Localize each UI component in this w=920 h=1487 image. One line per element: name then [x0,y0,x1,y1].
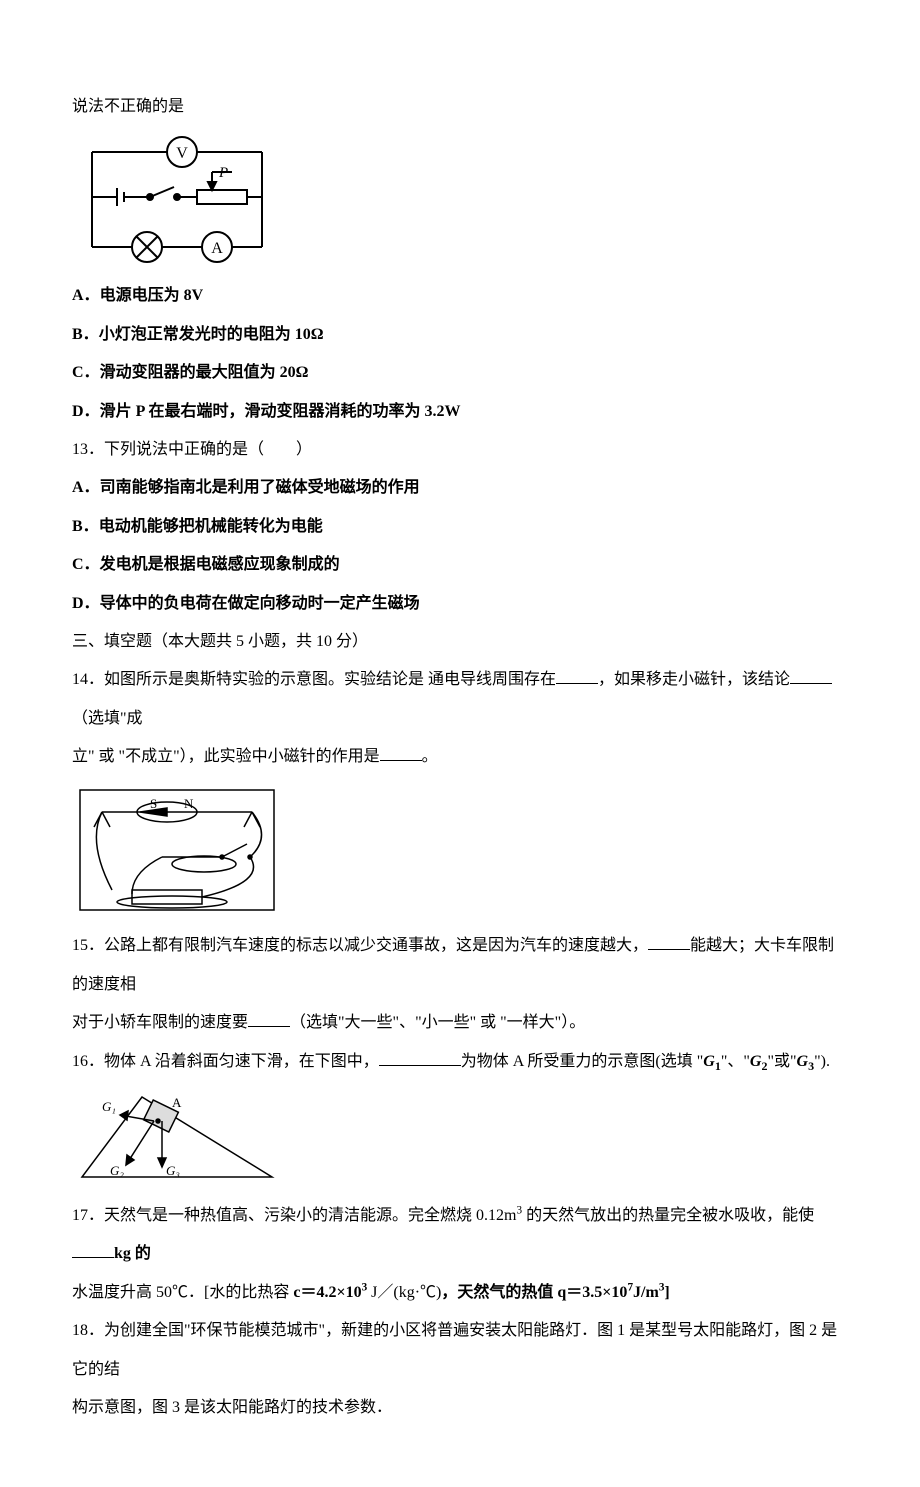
q16-mid2: "或" [767,1053,796,1070]
q13-stem: 13．下列说法中正确的是（ ） [72,431,848,469]
q13-option-b: B．电动机能够把机械能转化为电能 [72,508,848,546]
q16-g3: G [797,1053,809,1070]
intro-text: 说法不正确的是 [72,88,848,126]
oersted-s-label: S [150,796,157,811]
q13-d-prefix: D． [72,595,100,612]
q17-unit-q: J/m [633,1284,659,1301]
q18-part1: 为创建全国"环保节能模范城市"，新建的小区将普遍安装太阳能路灯．图 1 是某型号… [72,1322,837,1377]
q16-g1: G [703,1053,715,1070]
q14-blank2[interactable] [790,667,832,684]
q13-d-text: 导体中的负电荷在做定向移动时一定产生磁场 [100,595,420,612]
q14-part5: 。 [422,748,438,765]
q17-q-expr: q＝3.5×10 [557,1284,627,1301]
q13-c-text: 发电机是根据电磁感应现象制成的 [100,556,340,573]
q17-text: 17．天然气是一种热值高、污染小的清洁能源。完全燃烧 0.12m3 的天然气放出… [72,1197,848,1274]
q15-text: 15．公路上都有限制汽车速度的标志以减少交通事故，这是因为汽车的速度越大，能越大… [72,927,848,1004]
q13-option-c: C．发电机是根据电磁感应现象制成的 [72,546,848,584]
q16-mid1: "、" [721,1053,750,1070]
q17-part4: ，天然气的热值 [441,1284,557,1301]
q13-b-prefix: B． [72,518,99,535]
q13-option-a: A．司南能够指南北是利用了磁体受地磁场的作用 [72,469,848,507]
incline-diagram: G₁ G₂ G₃ A [72,1087,848,1187]
q12-c-text: 滑动变阻器的最大阻值为 20Ω [100,364,309,381]
q12-option-b: B．小灯泡正常发光时的电阻为 10Ω [72,316,848,354]
q16-g2: G [750,1053,762,1070]
q17-unit-c: J／(kg·℃) [367,1284,441,1301]
q12-b-text: 小灯泡正常发光时的电阻为 10Ω [99,326,324,343]
q12-c-prefix: C． [72,364,100,381]
q17-c-expr: c＝4.2×10 [293,1284,361,1301]
q14-text-cont: 立" 或 "不成立"），此实验中小磁针的作用是 。 [72,738,848,776]
q15-part1: 公路上都有限制汽车速度的标志以减少交通事故，这是因为汽车的速度越大， [104,937,648,954]
q12-option-a: A．电源电压为 8V [72,277,848,315]
q13-a-text: 司南能够指南北是利用了磁体受地磁场的作用 [100,479,420,496]
q16-prefix: 16． [72,1053,104,1070]
q15-blank1[interactable] [648,933,690,950]
q12-d-text: 滑片 P 在最右端时，滑动变阻器消耗的功率为 3.2W [100,403,461,420]
incline-g3-label: G₃ [166,1163,180,1178]
q16-text: 16．物体 A 沿着斜面匀速下滑，在下图中， 为物体 A 所受重力的示意图(选填 … [72,1043,848,1081]
q16-part2: 为物体 A 所受重力的示意图(选填 " [461,1053,704,1070]
q12-b-prefix: B． [72,326,99,343]
oersted-n-label: N [184,796,194,811]
q17-text-cont: 水温度升高 50℃．[水的比热容 c＝4.2×103 J／(kg·℃)，天然气的… [72,1274,848,1312]
circuit-a-label: A [211,240,223,257]
q16-end: "). [814,1053,830,1070]
q13-b-text: 电动机能够把机械能转化为电能 [99,518,323,535]
q17-part3: 水温度升高 50℃．[水的比热容 [72,1284,293,1301]
oersted-diagram: S N [72,782,848,917]
q14-blank1[interactable] [556,667,598,684]
q14-blank3[interactable] [380,744,422,761]
q17-blank[interactable] [72,1241,114,1258]
incline-a-label: A [172,1095,182,1110]
incline-g1-label: G₁ [102,1099,116,1114]
q18-prefix: 18． [72,1322,104,1339]
q13-a-prefix: A． [72,479,100,496]
circuit-diagram: V A P [72,132,848,267]
q15-text-cont: 对于小轿车限制的速度要 （选填"大一些"、"小一些" 或 "一样大"）。 [72,1004,848,1042]
q15-part3: 对于小轿车限制的速度要 [72,1014,248,1031]
q15-part4: （选填"大一些"、"小一些" 或 "一样大"）。 [290,1014,585,1031]
q17-part2: kg 的 [114,1245,151,1262]
q14-part1: 如图所示是奥斯特实验的示意图。实验结论是 通电导线周围存在 [104,671,556,688]
circuit-v-label: V [176,145,188,162]
q16-part1: 物体 A 沿着斜面匀速下滑，在下图中， [104,1053,379,1070]
incline-g2-label: G₂ [110,1163,124,1178]
q17-part1: 天然气是一种热值高、污染小的清洁能源。完全燃烧 0.12m [104,1207,516,1224]
q12-option-c: C．滑动变阻器的最大阻值为 20Ω [72,354,848,392]
q13-prefix: 13． [72,441,104,458]
q18-text: 18．为创建全国"环保节能模范城市"，新建的小区将普遍安装太阳能路灯．图 1 是… [72,1312,848,1389]
q14-part2: ，如果移走小磁针，该结论 [598,671,790,688]
q17-part1b: 的天然气放出的热量完全被水吸收，能使 [522,1207,814,1224]
q14-text: 14．如图所示是奥斯特实验的示意图。实验结论是 通电导线周围存在 ，如果移走小磁针… [72,661,848,738]
q12-d-prefix: D． [72,403,100,420]
q12-option-d: D．滑片 P 在最右端时，滑动变阻器消耗的功率为 3.2W [72,393,848,431]
q14-prefix: 14． [72,671,104,688]
q12-a-prefix: A． [72,287,100,304]
q13-stem-text: 下列说法中正确的是（ ） [104,441,312,458]
q17-prefix: 17． [72,1207,104,1224]
q18-part2: 构示意图，图 3 是该太阳能路灯的技术参数． [72,1399,392,1416]
q15-prefix: 15． [72,937,104,954]
circuit-p-label: P [218,165,228,181]
q18-text-cont: 构示意图，图 3 是该太阳能路灯的技术参数． [72,1389,848,1427]
q13-c-prefix: C． [72,556,100,573]
q16-blank[interactable] [379,1049,461,1066]
section3-header: 三、填空题（本大题共 5 小题，共 10 分） [72,623,848,661]
q12-a-text: 电源电压为 8V [100,287,204,304]
q14-part4a: 立" 或 "不成立"），此实验中小磁针的作用是 [72,748,380,765]
q14-part3: （选填"成 [72,710,143,727]
q17-bracket: ] [664,1284,669,1301]
q13-option-d: D．导体中的负电荷在做定向移动时一定产生磁场 [72,585,848,623]
q15-blank2[interactable] [248,1010,290,1027]
